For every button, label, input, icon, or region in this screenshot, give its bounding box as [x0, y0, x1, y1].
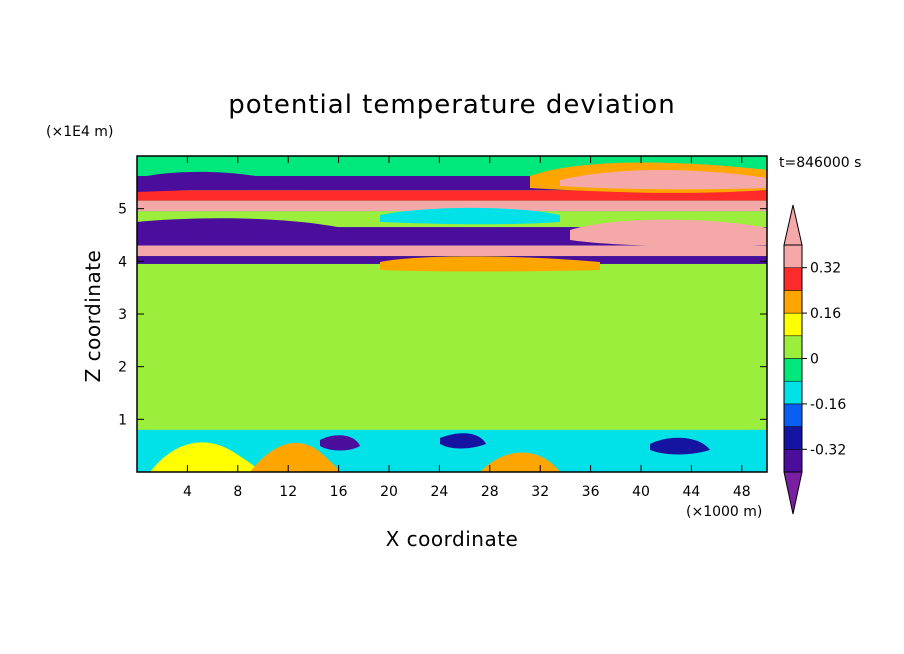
mid-cyan-strip	[380, 207, 560, 225]
mid-pink-lobe	[570, 219, 767, 247]
y-axis-ticks: 1 2 3 4 5	[118, 202, 767, 428]
y-tick-label: 1	[118, 412, 127, 428]
colorbar-swatch	[783, 244, 803, 268]
colorbar-label: -0.32	[810, 442, 846, 458]
surface-cyan-patch	[560, 444, 660, 472]
colorbar-extend-bottom	[783, 471, 803, 515]
y-axis-title: Z coordinate	[81, 250, 105, 383]
x-tick-label: 44	[682, 484, 700, 500]
x-tick-label: 40	[632, 484, 650, 500]
mid-purple-lobe	[137, 218, 360, 240]
upper-pink-lobe	[560, 170, 767, 190]
colorbar-extend-top	[783, 204, 803, 246]
colorbar-swatch	[783, 335, 803, 359]
colorbar-swatch	[783, 267, 803, 291]
upper-purple-lobe	[137, 171, 300, 192]
x-tick-label: 4	[183, 484, 192, 500]
colorbar-label: 0.32	[810, 261, 841, 277]
surface-cold-cell-1	[320, 435, 360, 451]
field-band	[137, 245, 767, 257]
x-tick-label: 20	[380, 484, 398, 500]
x-tick-label: 36	[582, 484, 600, 500]
colorbar-label: -0.16	[810, 397, 846, 413]
time-label: t=846000 s	[779, 155, 861, 171]
surface-warm-plume-1	[150, 442, 262, 472]
surface-cold-cell-2	[440, 433, 486, 449]
x-tick-label: 24	[430, 484, 448, 500]
x-axis-title: X coordinate	[386, 527, 519, 551]
x-tick-label: 16	[330, 484, 348, 500]
surface-warm-plume-2	[250, 442, 340, 472]
colorbar-swatch	[783, 380, 803, 405]
x-axis-ticks: 4 8 12 16 20 24 28 32 36 40 44 48	[183, 156, 751, 500]
colorbar-swatch	[783, 426, 803, 450]
y-unit-label: (×1E4 m)	[46, 124, 113, 140]
y-tick-label: 3	[118, 307, 127, 323]
chart-title: potential temperature deviation	[228, 90, 675, 120]
y-tick-label: 5	[118, 202, 127, 218]
y-tick-label: 4	[118, 254, 127, 270]
x-tick-label: 28	[481, 484, 499, 500]
surface-cold-cell-3	[650, 437, 710, 455]
colorbar: 0.32 0.16 0 -0.16 -0.32	[783, 204, 846, 515]
colorbar-swatch	[783, 290, 803, 314]
x-tick-label: 8	[233, 484, 242, 500]
colorbar-swatch	[783, 403, 803, 427]
field-band	[137, 200, 767, 212]
x-unit-label: (×1000 m)	[686, 504, 762, 520]
lower-turbulent-orange	[380, 256, 600, 272]
field-band	[137, 263, 767, 430]
colorbar-label: 0.16	[810, 306, 841, 322]
colorbar-swatch	[783, 449, 803, 473]
x-tick-label: 32	[531, 484, 549, 500]
colorbar-swatch	[783, 358, 803, 382]
plot-area	[137, 156, 767, 472]
x-tick-label: 48	[733, 484, 751, 500]
y-tick-label: 2	[118, 360, 127, 376]
colorbar-swatch	[783, 312, 803, 337]
colorbar-label: 0	[810, 352, 819, 368]
field-band	[137, 190, 767, 201]
x-tick-label: 12	[279, 484, 297, 500]
